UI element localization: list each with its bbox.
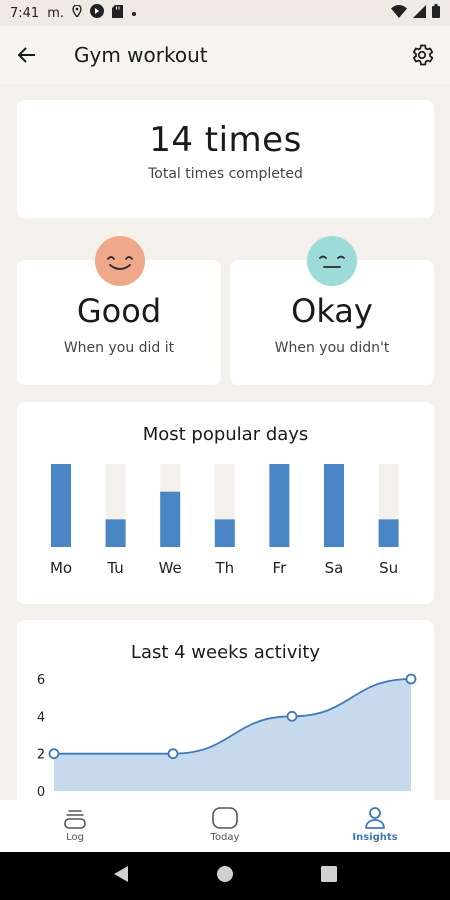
status-bar: 7:41 m. — [0, 0, 450, 26]
face-background — [307, 236, 357, 286]
back-button[interactable] — [0, 26, 54, 84]
activity-point — [405, 673, 417, 685]
nav-log[interactable]: Log — [0, 800, 150, 852]
nav-insights[interactable]: Insights — [300, 800, 450, 852]
activity-point — [48, 748, 60, 760]
bar-label: Tu — [106, 559, 123, 577]
home-circle-icon[interactable] — [216, 865, 234, 887]
bar-tu — [105, 519, 126, 547]
y-tick-label: 4 — [37, 710, 45, 725]
mood-value: Good — [76, 292, 162, 330]
bottom-navigation: Log Today Insights — [0, 800, 450, 852]
log-icon — [64, 810, 86, 829]
face-background — [95, 236, 145, 286]
total-value: 14 times — [149, 120, 302, 160]
activity-title: Last 4 weeks activity — [130, 642, 321, 663]
y-tick-label: 2 — [37, 748, 45, 763]
activity-line — [54, 678, 412, 755]
mood-when-done-card: Good When you did it — [17, 260, 221, 385]
mood-label: When you did it — [63, 340, 175, 356]
system-navigation-bar — [0, 852, 450, 900]
total-completed-card: 14 times Total times completed — [17, 100, 434, 218]
recents-square-icon[interactable] — [320, 866, 337, 886]
signal-icon — [413, 4, 426, 22]
bar-label: Th — [214, 559, 234, 577]
nav-today[interactable]: Today — [150, 800, 300, 852]
smiling-face-icon — [95, 236, 145, 286]
bar-su — [378, 519, 399, 547]
mood-value: Okay — [291, 292, 373, 330]
nav-label: Log — [66, 832, 84, 843]
bar-sa — [324, 464, 344, 547]
bar-label: Mo — [50, 559, 72, 577]
popular-days-title: Most popular days — [142, 424, 309, 445]
activity-point — [286, 710, 298, 722]
bar-label: Fr — [273, 559, 288, 577]
sd-card-icon — [112, 4, 123, 22]
bar-label: Sa — [325, 559, 344, 577]
arrow-left-icon — [18, 47, 35, 63]
app-notification-icon — [90, 4, 104, 22]
location-icon — [72, 4, 82, 21]
y-tick-label: 0 — [37, 785, 45, 800]
status-carrier: m. — [47, 5, 64, 21]
today-icon — [212, 807, 238, 829]
bar-label: We — [159, 559, 182, 577]
y-tick-label: 6 — [37, 673, 45, 688]
activity-point — [167, 748, 179, 760]
activity-area — [54, 679, 411, 791]
battery-icon — [432, 4, 440, 22]
insights-icon — [365, 807, 385, 829]
bar-th — [214, 519, 235, 547]
page-title: Gym workout — [74, 43, 208, 67]
gear-icon — [412, 44, 434, 66]
bar-label: Su — [379, 559, 398, 577]
wifi-icon — [391, 4, 407, 22]
activity-chart: 6 4 2 0 — [37, 673, 417, 800]
mood-label: When you didn't — [274, 340, 390, 356]
activity-card: Last 4 weeks activity 6 4 2 0 — [17, 620, 434, 820]
bar-mo — [51, 464, 71, 547]
app-bar: Gym workout — [0, 26, 450, 84]
nav-label: Today — [210, 832, 240, 843]
total-label: Total times completed — [148, 166, 303, 182]
back-triangle-icon[interactable] — [113, 865, 129, 887]
nav-label: Insights — [352, 832, 398, 843]
bar-we — [160, 491, 181, 547]
status-time: 7:41 — [10, 5, 40, 21]
neutral-face-icon — [307, 236, 357, 286]
settings-button[interactable] — [394, 26, 450, 84]
popular-days-card: Most popular days Mo Tu We Th Fr Sa Su — [17, 402, 434, 604]
popular-days-chart: Mo Tu We Th Fr Sa Su — [50, 464, 399, 577]
bar-fr — [269, 464, 290, 547]
mood-when-not-done-card: Okay When you didn't — [230, 260, 434, 385]
dot-icon — [131, 6, 137, 21]
